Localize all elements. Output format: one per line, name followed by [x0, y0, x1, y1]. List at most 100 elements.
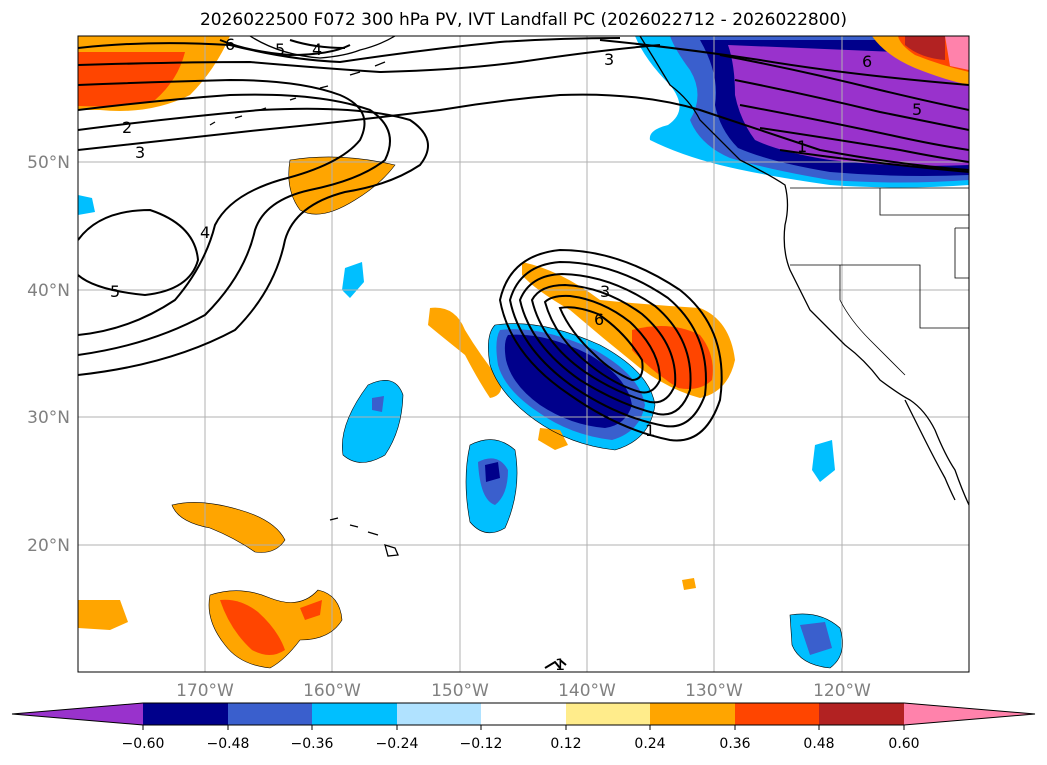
- contour-nw-1: [78, 78, 366, 336]
- fill-nw-red: [78, 52, 185, 107]
- colorbar-tick: 0.48: [803, 736, 834, 752]
- contour-label: 5: [912, 100, 922, 119]
- colorbar-extend-min: [12, 703, 143, 725]
- contour-labels: 2 3 5 4 6 5 4 3 6 1 3 6 5 1 1: [110, 35, 922, 674]
- contour-label: 1: [797, 137, 807, 156]
- colorbar: −0.60 −0.48 −0.36 −0.24 −0.12 0.12 0.24 …: [11, 702, 1036, 752]
- contour-center-1: [498, 248, 723, 442]
- colorbar-segment: [566, 703, 650, 725]
- contour-ne-3: [734, 79, 969, 131]
- ivt-contours: [78, 37, 969, 669]
- lat-label: 30°N: [27, 408, 70, 428]
- colorbar-segment: [312, 703, 397, 725]
- contour-top-4: [289, 39, 346, 49]
- lon-label: 120°W: [813, 681, 871, 701]
- fill-blue-25n-center: [485, 462, 500, 482]
- contour-s-small: [544, 659, 567, 669]
- contour-ne-6: [779, 149, 969, 173]
- colorbar-tick: 0.60: [888, 736, 919, 752]
- anomaly-outlines: [171, 156, 843, 669]
- contour-nw-3: [78, 107, 429, 376]
- colorbar-extend-max: [904, 703, 1035, 725]
- contour-label: 1: [555, 655, 565, 674]
- map-title: 2026022500 F072 300 hPa PV, IVT Landfall…: [199, 10, 847, 30]
- contour-nw-2: [78, 93, 391, 356]
- hawaii-islands: [329, 517, 399, 557]
- contour-top-3: [219, 39, 351, 57]
- colorbar-segment: [228, 703, 312, 725]
- contour-label: 3: [135, 143, 145, 162]
- contour-label: 6: [225, 35, 235, 54]
- longitude-labels: 170°W 160°W 150°W 140°W 130°W 120°W: [176, 681, 871, 701]
- fill-red-15n-east: [300, 600, 322, 620]
- lat-label: 40°N: [27, 281, 70, 301]
- contour-label: 6: [862, 52, 872, 71]
- colorbar-tick: −0.24: [376, 736, 419, 752]
- colorbar-tick: −0.36: [291, 736, 334, 752]
- contour-nw-4: [78, 93, 969, 171]
- north-america-coast: [639, 36, 969, 506]
- fill-ne-positive-darkred: [905, 36, 945, 60]
- contour-label: 5: [110, 282, 120, 301]
- contour-center-6: [558, 306, 644, 382]
- lon-label: 160°W: [303, 681, 361, 701]
- fill-orange-south: [538, 428, 568, 450]
- contour-ne-5: [759, 127, 969, 163]
- colorbar-segment: [650, 703, 735, 725]
- contour-top-2: [78, 44, 661, 74]
- colorbar-tick: −0.48: [207, 736, 250, 752]
- colorbar-segment: [143, 703, 228, 725]
- contour-label: 6: [594, 310, 604, 329]
- contour-label: 1: [645, 421, 655, 440]
- plot-border: [77, 35, 970, 673]
- fill-blue-40n: [342, 262, 364, 298]
- lon-label: 140°W: [558, 681, 616, 701]
- fill-blue-28n-east: [812, 440, 835, 482]
- contour-label: 2: [122, 118, 132, 137]
- colorbar-segment: [735, 703, 819, 725]
- contour-center-4: [530, 283, 677, 404]
- fill-orange-w15n: [78, 600, 128, 630]
- lon-label: 130°W: [685, 681, 743, 701]
- fill-ne-positive-pink: [945, 36, 969, 70]
- fill-orange-22n: [172, 502, 285, 553]
- lon-label: 170°W: [176, 681, 234, 701]
- colorbar-segment: [819, 703, 904, 725]
- fill-orange-17n: [682, 578, 696, 590]
- contour-label: 3: [604, 50, 614, 69]
- contour-center-5: [543, 294, 662, 394]
- contour-top-1: [78, 37, 621, 64]
- contour-center-3: [518, 272, 692, 416]
- contour-ne-2: [719, 54, 969, 111]
- contour-ne-4: [739, 104, 969, 151]
- fill-blue-west: [78, 195, 95, 215]
- fill-central-negative-core: [504, 334, 632, 428]
- contour-ne-1: [599, 39, 969, 86]
- colorbar-segment: [397, 703, 481, 725]
- fill-blue-30n-core: [372, 396, 384, 412]
- colorbar-tick: 0.24: [634, 736, 665, 752]
- us-borders: [790, 187, 969, 376]
- contour-center-2: [508, 260, 707, 428]
- colorbar-tick: 0.36: [719, 736, 750, 752]
- coastlines: [209, 36, 969, 557]
- fill-blue-13n-east-core: [800, 622, 832, 655]
- colorbar-tick: −0.60: [122, 736, 165, 752]
- latitude-labels: 50°N 40°N 30°N 20°N: [27, 153, 70, 556]
- contour-label: 4: [200, 223, 210, 242]
- contour-label: 3: [600, 282, 610, 301]
- contour-label: 5: [275, 40, 285, 59]
- alaska-coast: [249, 36, 396, 59]
- colorbar-tick: 0.12: [550, 736, 581, 752]
- fill-red-15n: [220, 599, 285, 655]
- contour-nw-closed: [78, 208, 200, 297]
- colorbar-tick: −0.12: [460, 736, 503, 752]
- colorbar-segment: [481, 703, 566, 725]
- contour-label: 4: [312, 40, 322, 59]
- lat-label: 20°N: [27, 536, 70, 556]
- baja-peninsula: [904, 399, 956, 501]
- fill-orange-35n-west: [428, 307, 502, 398]
- lon-label: 150°W: [431, 681, 489, 701]
- lat-label: 50°N: [27, 153, 70, 173]
